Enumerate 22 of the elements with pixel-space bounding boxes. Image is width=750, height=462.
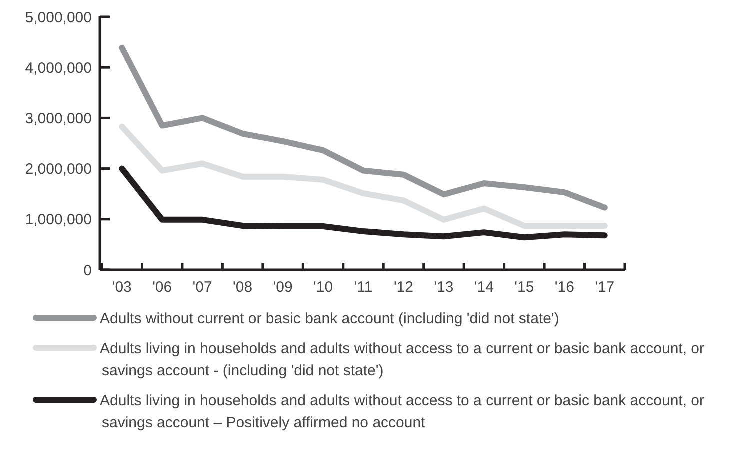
x-tick-label: '09 <box>273 279 293 296</box>
y-tick-label: 5,000,000 <box>25 9 92 26</box>
legend-label: Adults living in households and adults without access to a current or basic bank account, or savings account – Positively affirmed no account <box>100 392 705 432</box>
x-tick-label: '14 <box>474 279 494 296</box>
x-tick-label: '13 <box>434 279 454 296</box>
y-tick-label: 3,000,000 <box>25 110 92 128</box>
x-tick-label: '07 <box>192 279 212 296</box>
x-tick-label: '16 <box>554 279 574 296</box>
x-tick-label: '06 <box>152 279 172 296</box>
y-tick-label: 1,000,000 <box>25 212 92 229</box>
y-tick-label: 0 <box>84 262 92 280</box>
x-tick-label: '08 <box>233 279 253 296</box>
x-tick-label: '03 <box>112 279 132 296</box>
x-tick-label: '11 <box>354 279 373 296</box>
y-tick-label: 4,000,000 <box>25 60 92 77</box>
y-tick-label: 2,000,000 <box>25 161 92 178</box>
x-tick-label: '12 <box>394 279 414 296</box>
legend-label: Adults living in households and adults without access to a current or basic bank account, or savings account - (including 'did not state') <box>100 340 705 380</box>
x-tick-label: '15 <box>514 279 534 296</box>
legend-label: Adults without current or basic bank account (including 'did not state') <box>100 310 560 328</box>
x-tick-label: '17 <box>595 279 615 296</box>
x-tick-label: '10 <box>313 279 334 296</box>
